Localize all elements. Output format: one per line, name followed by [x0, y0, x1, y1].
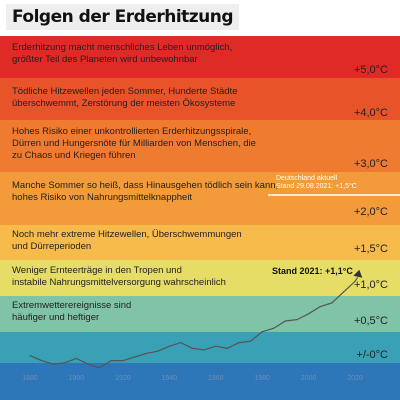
temperature-point	[284, 320, 286, 322]
temperature-point	[64, 362, 66, 364]
trend-arrow	[353, 269, 363, 278]
temperature-point	[215, 345, 217, 347]
temperature-point	[110, 360, 112, 362]
temperature-point	[356, 277, 358, 279]
temperature-point	[249, 340, 252, 342]
temperature-tick-label: +/-0°C	[356, 349, 388, 361]
temperature-point	[52, 363, 54, 365]
temperature-point	[168, 345, 170, 347]
band-5	[0, 260, 400, 296]
temperature-series-line	[29, 277, 358, 369]
temperature-point	[273, 327, 275, 329]
year-tick-label: 1920	[115, 375, 131, 382]
band-0	[0, 36, 400, 78]
temperature-point	[75, 357, 78, 360]
year-tick-label: 1960	[208, 375, 224, 382]
temperature-point	[29, 354, 31, 357]
temperature-point	[180, 342, 182, 344]
band-3	[0, 172, 400, 225]
band-description: Hohes Risiko einer unkontrollierten Erde…	[12, 126, 256, 161]
temperature-tick-label: +2,0°C	[353, 206, 388, 218]
temperature-point	[319, 306, 321, 308]
band-description: Tödliche Hitzewellen jeden Sommer, Hunde…	[12, 86, 238, 109]
stand-2021-label: Stand 2021: +1,1°C	[272, 266, 353, 276]
band-description: Extremwetterereignisse sind häufiger und…	[12, 300, 132, 323]
band-description: Weniger Ernteerträge in den Tropen und i…	[12, 265, 226, 288]
temperature-point	[261, 331, 263, 333]
year-tick-label: 2020	[347, 375, 363, 382]
germany-note: Deutschland aktuell Stand 29.08.2021: +1…	[276, 175, 357, 190]
temperature-point	[41, 360, 43, 362]
temperature-point	[87, 363, 89, 365]
temperature-tick-label: +0,5°C	[353, 315, 388, 327]
band-4	[0, 225, 400, 260]
band-7	[0, 332, 400, 363]
temperature-point	[145, 352, 147, 354]
temperature-point	[238, 342, 240, 344]
temperature-tick-label: +5,0°C	[353, 64, 388, 76]
temperature-point	[133, 356, 136, 358]
temperature-point	[122, 360, 124, 362]
temperature-point	[331, 302, 333, 304]
band-description: Manche Sommer so heiß, dass Hinausgehen …	[12, 180, 279, 203]
temperature-point	[354, 280, 356, 282]
temperature-tick-label: +4,0°C	[353, 107, 388, 119]
temperature-point	[307, 313, 310, 315]
year-tick-label: 1900	[69, 375, 85, 382]
year-tick-label: 1880	[22, 375, 38, 382]
temperature-point	[203, 349, 205, 351]
band-description: Noch mehr extreme Hitzewellen, Überschwe…	[12, 229, 242, 252]
year-tick-label: 1980	[254, 375, 270, 382]
temperature-tick-label: +1,5°C	[353, 243, 388, 255]
year-tick-label: 1940	[161, 375, 177, 382]
temperature-tick-label: +3,0°C	[353, 158, 388, 170]
temperature-point	[296, 318, 298, 321]
temperature-point	[191, 347, 194, 349]
temperature-point	[226, 347, 228, 349]
temperature-point	[99, 367, 101, 369]
year-tick-label: 2000	[301, 375, 317, 382]
band-8	[0, 363, 400, 400]
temperature-point	[342, 291, 344, 293]
band-1	[0, 78, 400, 120]
band-description: Erderhitzung macht menschliches Leben un…	[12, 42, 233, 65]
band-2	[0, 120, 400, 172]
temperature-point	[157, 350, 159, 352]
temperature-tick-label: +1,0°C	[353, 279, 388, 291]
page-title: Folgen der Erderhitzung	[6, 4, 240, 30]
